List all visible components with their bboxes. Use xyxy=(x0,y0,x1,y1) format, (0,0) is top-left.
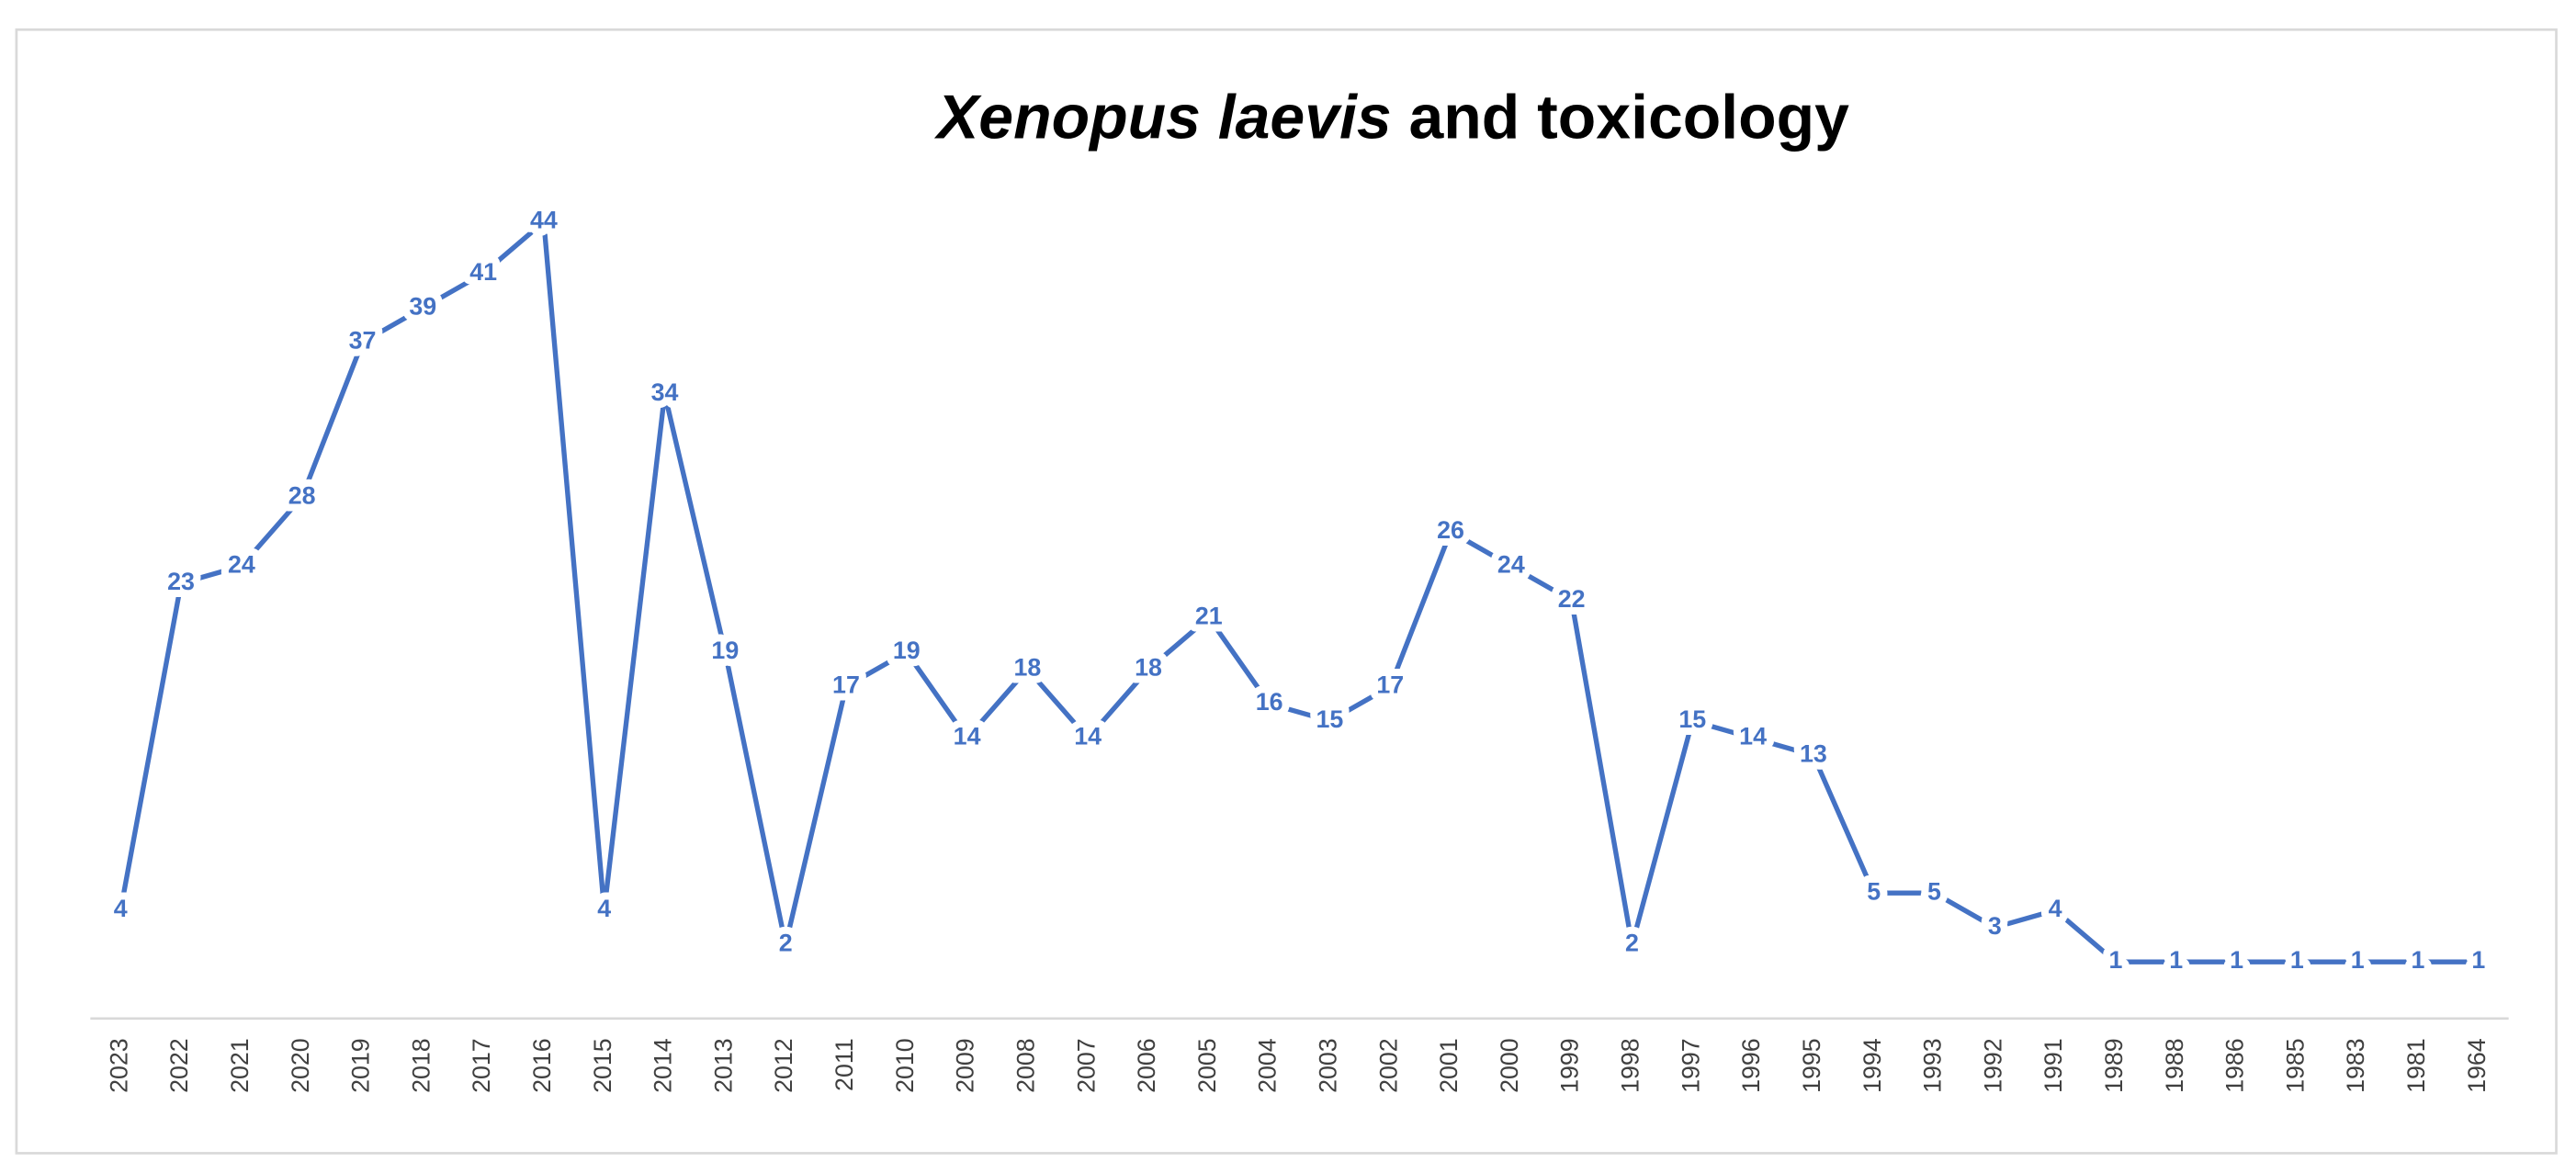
data-label: 2 xyxy=(1625,930,1639,957)
data-label: 1 xyxy=(2471,946,2485,974)
x-tick-label: 2008 xyxy=(1011,1038,1039,1093)
x-tick-label: 2004 xyxy=(1254,1038,1282,1093)
x-tick-label: 2007 xyxy=(1072,1038,1100,1093)
data-label: 34 xyxy=(651,378,679,406)
x-tick-label: 1993 xyxy=(1919,1038,1947,1093)
x-tick-label: 1981 xyxy=(2402,1038,2430,1093)
x-tick-label: 2017 xyxy=(468,1038,495,1093)
data-label: 2 xyxy=(779,930,793,957)
data-label: 17 xyxy=(832,671,860,698)
x-tick-label: 2012 xyxy=(770,1038,797,1093)
data-label: 4 xyxy=(597,895,611,922)
data-label: 24 xyxy=(1497,550,1525,578)
x-tick-label: 1986 xyxy=(2221,1038,2249,1093)
data-label: 5 xyxy=(1867,877,1881,905)
data-label: 26 xyxy=(1437,516,1464,544)
x-tick-label: 1964 xyxy=(2463,1038,2491,1093)
x-tick-label: 1983 xyxy=(2342,1038,2369,1093)
data-label: 19 xyxy=(711,637,739,664)
x-tick-label: 1997 xyxy=(1677,1038,1704,1093)
data-label: 21 xyxy=(1195,603,1223,630)
data-label: 4 xyxy=(2049,895,2062,922)
x-tick-label: 2003 xyxy=(1315,1038,1342,1093)
x-tick-label: 1996 xyxy=(1737,1038,1765,1093)
data-label: 37 xyxy=(349,327,377,355)
x-tick-label: 2011 xyxy=(830,1038,858,1091)
data-label: 18 xyxy=(1135,654,1162,682)
data-label: 16 xyxy=(1256,688,1283,716)
data-label: 14 xyxy=(954,723,981,750)
x-tick-label: 2016 xyxy=(528,1038,556,1093)
x-tick-label: 2022 xyxy=(165,1038,193,1093)
x-tick-label: 2023 xyxy=(105,1038,132,1093)
x-tick-label: 2010 xyxy=(891,1038,919,1093)
x-tick-label: 1998 xyxy=(1617,1038,1644,1093)
x-tick-label: 2009 xyxy=(952,1038,979,1093)
chart-title: Xenopus laevis and toxicology xyxy=(933,82,1849,152)
x-tick-label: 1985 xyxy=(2281,1038,2309,1093)
x-tick-label: 2018 xyxy=(407,1038,435,1093)
data-label: 4 xyxy=(114,895,128,922)
x-tick-label: 2021 xyxy=(226,1038,254,1093)
data-label: 15 xyxy=(1678,705,1706,733)
x-tick-label: 2015 xyxy=(589,1038,616,1093)
x-tick-label: 2019 xyxy=(347,1038,375,1093)
line xyxy=(118,219,2479,964)
data-label: 14 xyxy=(1074,723,1102,750)
data-label: 44 xyxy=(530,207,558,234)
data-label: 1 xyxy=(2290,946,2304,974)
x-tick-label: 1988 xyxy=(2161,1038,2188,1093)
data-label: 1 xyxy=(2169,946,2183,974)
x-tick-label: 2014 xyxy=(650,1038,677,1093)
x-tick-label: 1994 xyxy=(1859,1038,1886,1093)
x-tick-label: 2006 xyxy=(1133,1038,1160,1093)
data-label: 15 xyxy=(1316,705,1344,733)
data-label: 1 xyxy=(2351,946,2365,974)
x-tick-label: 1995 xyxy=(1798,1038,1825,1093)
data-label: 28 xyxy=(288,481,316,509)
data-label: 1 xyxy=(2108,946,2122,974)
data-label: 23 xyxy=(167,568,195,595)
x-tick-label: 2005 xyxy=(1193,1038,1221,1093)
data-label: 39 xyxy=(409,292,436,320)
data-label: 17 xyxy=(1376,671,1404,698)
title-italic: Xenopus laevis xyxy=(933,82,1392,152)
x-tick-label: 2000 xyxy=(1496,1038,1523,1093)
x-tick-label: 2002 xyxy=(1374,1038,1402,1093)
x-tick-label: 1991 xyxy=(2039,1038,2067,1093)
x-tick-label: 1992 xyxy=(1979,1038,2006,1093)
data-label: 3 xyxy=(1988,912,2002,940)
data-label: 24 xyxy=(228,550,255,578)
data-label: 1 xyxy=(2412,946,2425,974)
x-tick-label: 2001 xyxy=(1435,1038,1463,1093)
x-tick-label: 1989 xyxy=(2100,1038,2128,1093)
data-label: 19 xyxy=(893,637,921,664)
data-label: 14 xyxy=(1739,723,1767,750)
x-tick-label: 2020 xyxy=(287,1038,314,1093)
chart-border xyxy=(15,28,2558,1155)
title-text: and toxicology xyxy=(1409,82,1850,152)
x-tick-label: 2013 xyxy=(709,1038,737,1093)
data-label: 22 xyxy=(1558,585,1586,613)
data-label: 5 xyxy=(1927,877,1941,905)
data-label: 41 xyxy=(469,258,497,286)
x-tick-label: 1999 xyxy=(1556,1038,1584,1093)
data-label: 1 xyxy=(2230,946,2243,974)
data-label: 18 xyxy=(1013,654,1041,682)
data-label: 13 xyxy=(1800,739,1827,767)
